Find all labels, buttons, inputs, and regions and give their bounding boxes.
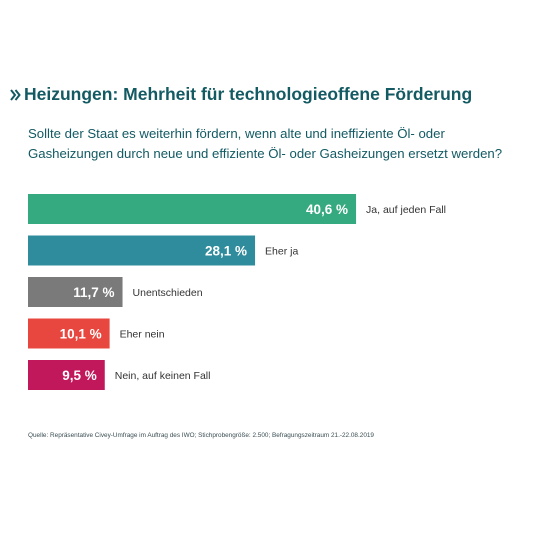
bar-value-label-4: 10,1 % bbox=[60, 327, 102, 342]
bar-value-label-3: 11,7 % bbox=[73, 285, 114, 300]
chart-title: Heizungen: Mehrheit für technologieoffen… bbox=[10, 84, 472, 105]
bar-2 bbox=[28, 235, 256, 266]
survey-question: Sollte der Staat es weiterhin fördern, w… bbox=[28, 126, 503, 161]
chart-title-text: Heizungen: Mehrheit für technologieoffen… bbox=[24, 84, 473, 104]
bar-category-label-3: Unentschieden bbox=[133, 287, 203, 299]
bar-5 bbox=[28, 360, 105, 390]
source-note: Quelle: Repräsentative Civey-Umfrage im … bbox=[28, 432, 374, 439]
bar-value-label-1: 40,6 % bbox=[306, 202, 348, 217]
bar-value-label-2: 28,1 % bbox=[205, 244, 247, 259]
bar-category-label-1: Ja, auf jeden Fall bbox=[366, 204, 446, 216]
double-chevron-right-icon bbox=[10, 88, 21, 101]
bar-category-label-4: Eher nein bbox=[120, 329, 165, 341]
bar-1 bbox=[28, 194, 357, 224]
bar-value-label-5: 9,5 % bbox=[62, 368, 97, 383]
bar-category-label-2: Eher ja bbox=[265, 246, 298, 258]
bar-category-label-5: Nein, auf keinen Fall bbox=[115, 370, 211, 382]
bar-4 bbox=[28, 318, 110, 349]
bar-3 bbox=[28, 277, 123, 307]
bar-chart: 40,6 % Ja, auf jeden Fall 28,1 % Eher ja 11,… bbox=[28, 194, 446, 390]
